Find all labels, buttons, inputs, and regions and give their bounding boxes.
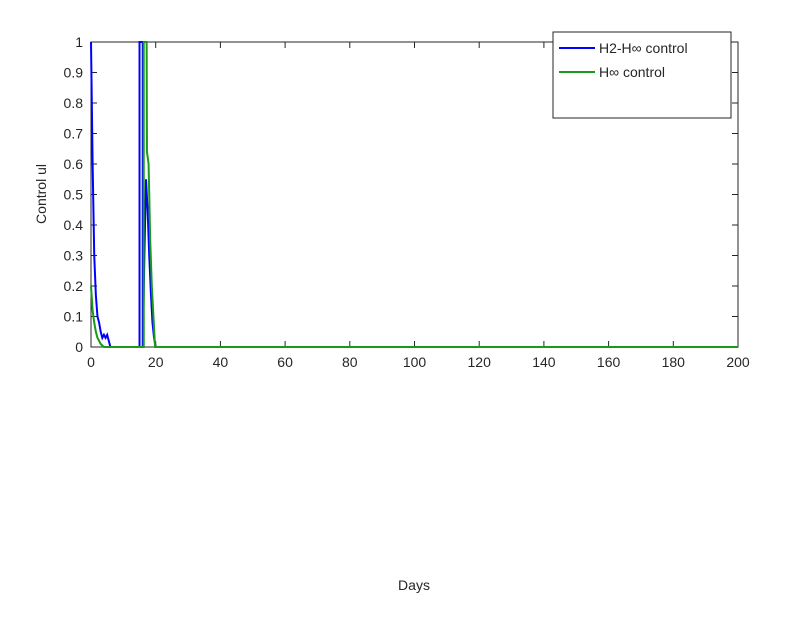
y-tick-label: 0.7 (64, 126, 84, 142)
y-tick-label: 0.2 (64, 278, 84, 294)
legend-box (552, 31, 732, 119)
y-tick-label: 0.1 (64, 309, 84, 325)
x-tick-label: 140 (532, 354, 556, 370)
y-tick-label: 0.5 (64, 187, 84, 203)
x-tick-label: 160 (597, 354, 621, 370)
x-tick-label: 40 (213, 354, 229, 370)
x-tick-label: 100 (403, 354, 427, 370)
y-tick-label: 0 (75, 339, 83, 355)
x-tick-label: 80 (342, 354, 358, 370)
y-tick-label: 0.4 (64, 217, 84, 233)
x-tick-label: 180 (662, 354, 686, 370)
x-tick-label: 60 (277, 354, 293, 370)
series-line (90, 41, 738, 348)
x-tick-label: 20 (148, 354, 164, 370)
y-tick-label: 1 (75, 34, 83, 50)
x-tick-label: 0 (87, 354, 95, 370)
y-tick-label: 0.9 (64, 65, 84, 81)
y-axis-label: Control ul (33, 164, 49, 224)
x-axis-label: Days (398, 577, 430, 593)
y-tick-label: 0.6 (64, 156, 84, 172)
y-tick-label: 0.8 (64, 95, 84, 111)
y-tick-label: 0.3 (64, 248, 84, 264)
legend-label: H∞ control (599, 64, 665, 80)
x-tick-label: 200 (726, 354, 750, 370)
legend-label: H2-H∞ control (599, 40, 688, 56)
x-tick-label: 120 (468, 354, 492, 370)
